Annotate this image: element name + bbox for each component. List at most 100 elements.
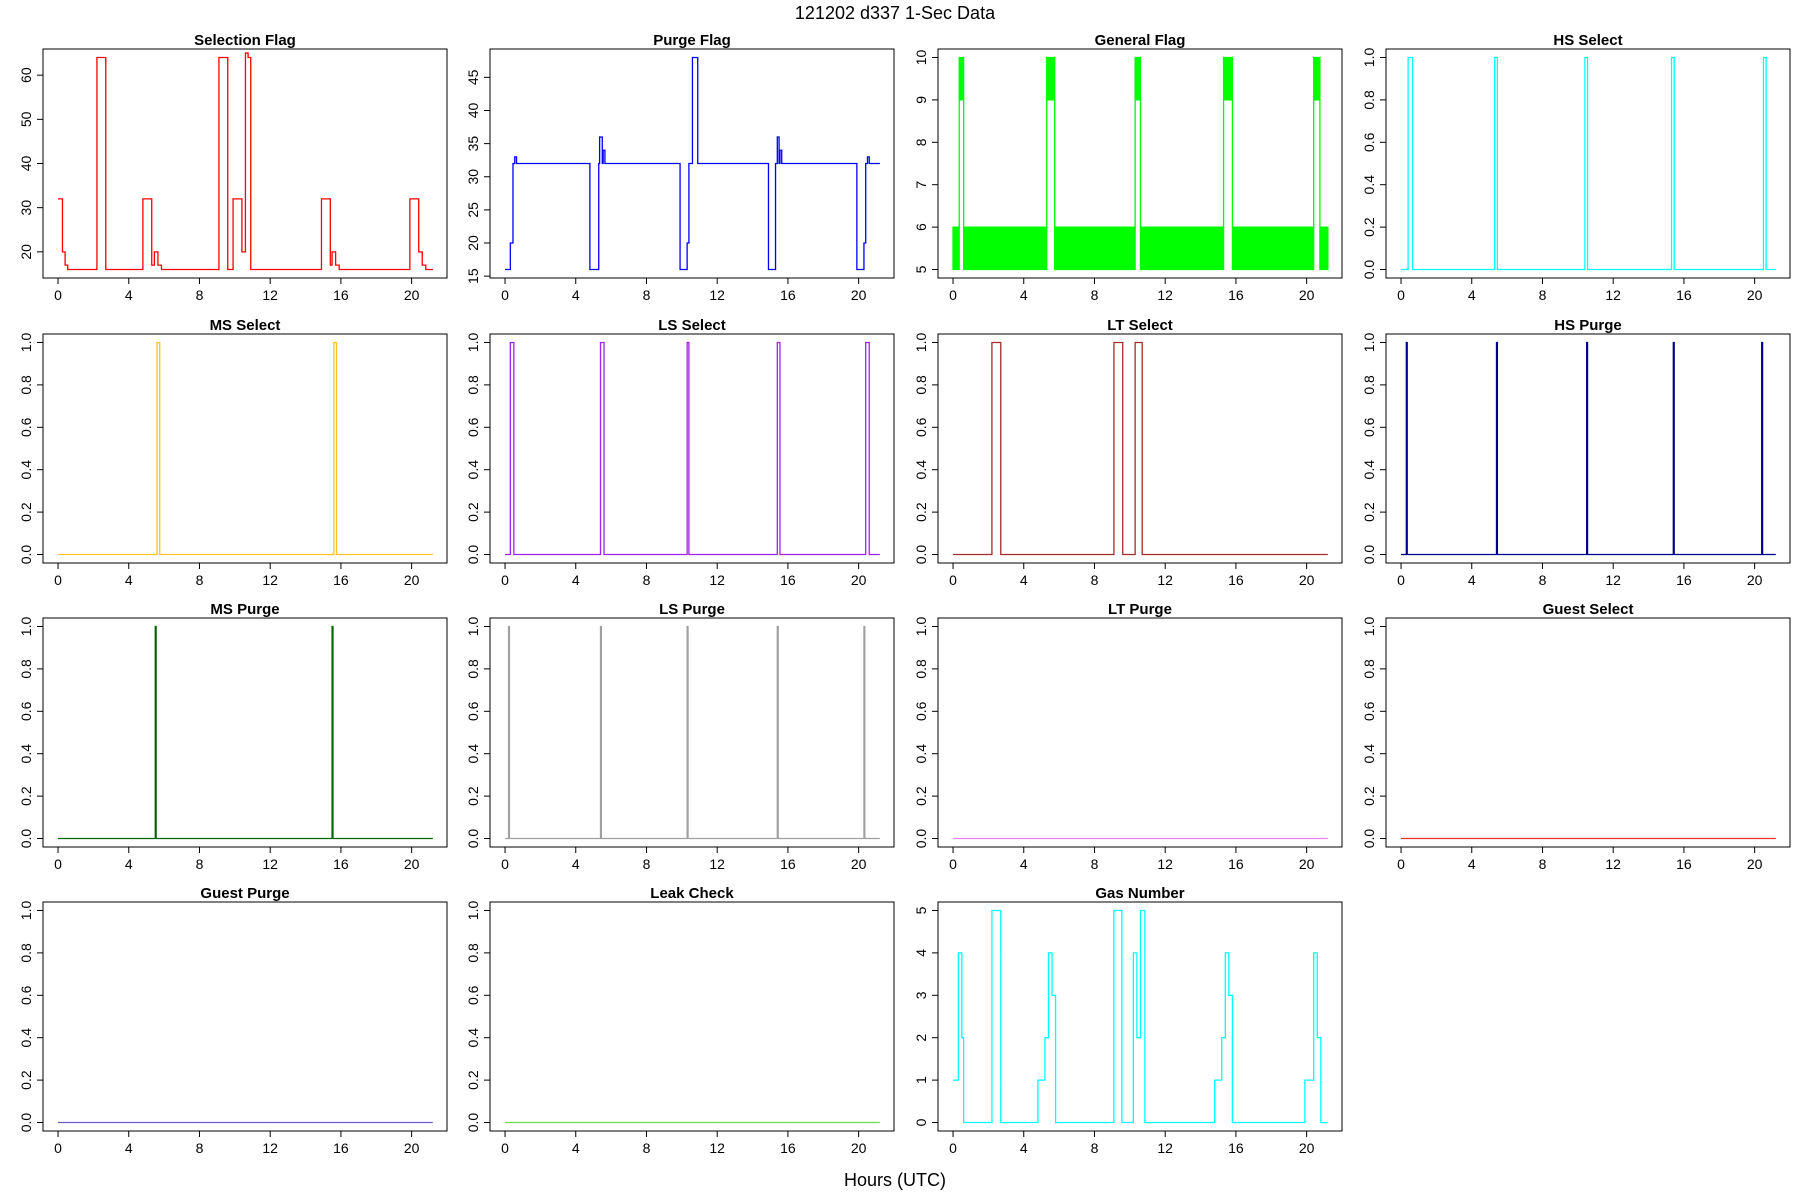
y-tick-label: 0.2 xyxy=(465,502,481,522)
y-tick-label: 0.0 xyxy=(465,829,481,849)
x-tick-label: 16 xyxy=(1228,856,1244,872)
plot-frame xyxy=(937,617,1343,848)
y-tick-label: 1.0 xyxy=(465,333,481,353)
y-tick-label: 0.2 xyxy=(1361,502,1377,522)
y-tick-label: 0.8 xyxy=(18,943,34,963)
y-tick-label: 1.0 xyxy=(913,617,929,637)
y-tick-label: 0.8 xyxy=(1361,659,1377,679)
y-tick-label: 8 xyxy=(913,138,929,146)
x-tick-label: 8 xyxy=(643,287,651,303)
y-tick-label: 2 xyxy=(913,1034,929,1042)
y-tick-label: 50 xyxy=(18,111,34,127)
x-tick-label: 20 xyxy=(1299,287,1315,303)
y-tick-label: 0.0 xyxy=(465,1113,481,1133)
plot-frame xyxy=(489,617,895,848)
x-tick-label: 12 xyxy=(709,856,725,872)
x-tick-label: 0 xyxy=(501,856,509,872)
x-tick-label: 8 xyxy=(1091,1140,1099,1156)
panel-title: Guest Purge xyxy=(200,885,289,902)
x-tick-label: 12 xyxy=(1605,287,1621,303)
y-tick-label: 0.6 xyxy=(465,985,481,1005)
x-tick-label: 20 xyxy=(1747,856,1763,872)
y-tick-label: 0.4 xyxy=(18,1028,34,1048)
y-tick-label: 0.6 xyxy=(1361,417,1377,437)
x-tick-label: 8 xyxy=(196,856,204,872)
x-tick-label: 16 xyxy=(1676,856,1692,872)
y-tick-label: 1.0 xyxy=(465,901,481,921)
x-tick-label: 0 xyxy=(501,287,509,303)
y-tick-label: 30 xyxy=(18,200,34,216)
y-tick-label: 0.8 xyxy=(465,375,481,395)
x-tick-label: 16 xyxy=(333,287,349,303)
y-tick-label: 0.2 xyxy=(18,786,34,806)
x-tick-label: 4 xyxy=(572,572,580,588)
panel-title: LT Purge xyxy=(1108,601,1172,618)
y-tick-label: 0.2 xyxy=(18,502,34,522)
series-band xyxy=(952,56,1329,271)
x-tick-label: 8 xyxy=(196,1140,204,1156)
x-tick-label: 4 xyxy=(572,1140,580,1156)
x-tick-label: 12 xyxy=(1157,1140,1173,1156)
y-tick-label: 0.0 xyxy=(18,829,34,849)
x-tick-label: 0 xyxy=(501,1140,509,1156)
y-tick-label: 0.8 xyxy=(18,375,34,395)
x-tick-label: 16 xyxy=(780,856,796,872)
x-tick-label: 0 xyxy=(1397,572,1405,588)
x-tick-label: 4 xyxy=(572,856,580,872)
panel: LS Purge 0 4 8 12 16 20 0.0 0.2 0.4 0.6 0.8 1.0 xyxy=(465,601,895,872)
x-tick-label: 20 xyxy=(1299,572,1315,588)
y-tick-label: 0.4 xyxy=(465,744,481,764)
x-tick-label: 16 xyxy=(1676,572,1692,588)
x-tick-label: 4 xyxy=(1468,287,1476,303)
x-tick-label: 8 xyxy=(196,287,204,303)
y-tick-label: 40 xyxy=(465,102,481,118)
y-tick-label: 0.6 xyxy=(18,417,34,437)
panel: Guest Select 0 4 8 12 16 20 0.0 0.2 0.4 0.6 0.8 1.0 xyxy=(1361,601,1791,872)
x-tick-label: 4 xyxy=(1468,856,1476,872)
x-tick-label: 4 xyxy=(1020,856,1028,872)
x-tick-label: 8 xyxy=(1539,287,1547,303)
y-tick-label: 15 xyxy=(465,268,481,284)
panel-title: General Flag xyxy=(1095,32,1186,49)
x-tick-label: 12 xyxy=(709,1140,725,1156)
x-tick-label: 8 xyxy=(1539,856,1547,872)
panel-title: LS Purge xyxy=(659,601,725,618)
y-tick-label: 0.0 xyxy=(18,545,34,565)
x-tick-label: 12 xyxy=(1157,856,1173,872)
plot-frame xyxy=(1385,617,1791,848)
x-tick-label: 12 xyxy=(1157,287,1173,303)
panel: LS Select 0 4 8 12 16 20 0.0 0.2 0.4 0.6 0.8 1.0 xyxy=(465,317,895,588)
y-tick-label: 40 xyxy=(18,156,34,172)
x-tick-label: 8 xyxy=(643,856,651,872)
x-tick-label: 20 xyxy=(851,287,867,303)
panel: HS Purge 0 4 8 12 16 20 0.0 0.2 0.4 0.6 0.8 1.0 xyxy=(1361,317,1791,588)
y-tick-label: 0.2 xyxy=(1361,786,1377,806)
x-tick-label: 0 xyxy=(949,1140,957,1156)
y-tick-label: 0.6 xyxy=(913,701,929,721)
y-tick-label: 0.6 xyxy=(1361,701,1377,721)
series-line xyxy=(58,341,433,556)
y-tick-label: 45 xyxy=(465,69,481,85)
y-tick-label: 5 xyxy=(913,265,929,273)
x-tick-label: 16 xyxy=(780,572,796,588)
panel-title: LS Select xyxy=(658,317,726,334)
x-tick-label: 8 xyxy=(643,572,651,588)
panel: LT Select 0 4 8 12 16 20 0.0 0.2 0.4 0.6 0.8 1.0 xyxy=(913,317,1343,588)
panel-title: HS Purge xyxy=(1554,317,1622,334)
panel: Guest Purge 0 4 8 12 16 20 0.0 0.2 0.4 0.6 0.8 1.0 xyxy=(18,885,448,1156)
y-tick-label: 0.4 xyxy=(18,744,34,764)
plot-frame xyxy=(489,333,895,564)
y-tick-label: 0.0 xyxy=(1361,829,1377,849)
x-tick-label: 0 xyxy=(949,287,957,303)
panel: General Flag 0 4 8 12 16 20 5 6 7 8 9 10 xyxy=(913,32,1343,303)
y-tick-label: 20 xyxy=(18,244,34,260)
x-tick-label: 20 xyxy=(1299,856,1315,872)
plot-frame xyxy=(937,48,1343,279)
y-tick-label: 0.6 xyxy=(18,701,34,721)
y-tick-label: 1 xyxy=(913,1076,929,1084)
y-tick-label: 0.4 xyxy=(913,744,929,764)
x-tick-label: 16 xyxy=(780,1140,796,1156)
